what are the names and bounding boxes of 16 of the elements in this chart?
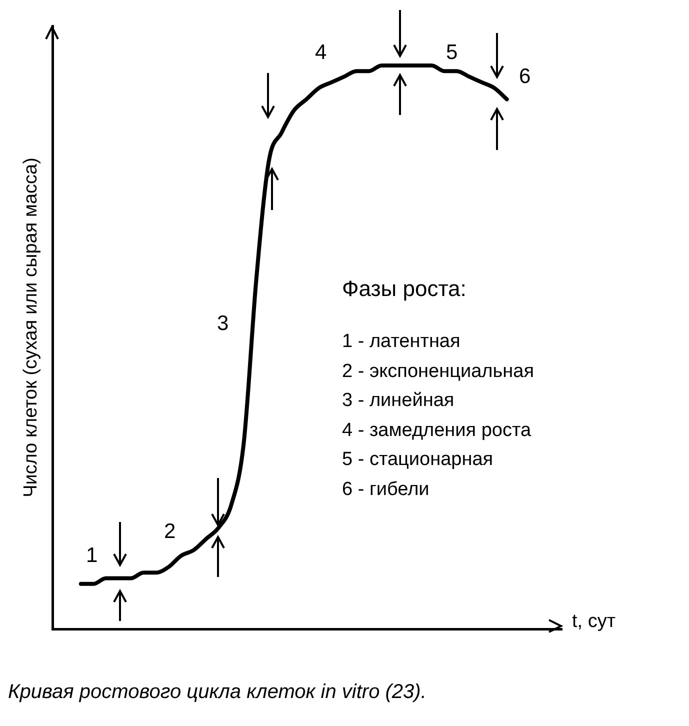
annotation: 2 - экспоненциальная [342, 360, 534, 382]
text: 4 [315, 41, 327, 64]
text: 6 [519, 65, 531, 88]
annotation: 6 - гибели [342, 478, 430, 500]
x-axis-title: t, сут [572, 611, 616, 632]
legend-title: Фазы роста: [342, 276, 466, 301]
annotation: 3 [217, 312, 229, 335]
y-axis-title: Число клеток (сухая или сырая масса) [20, 158, 42, 498]
text: Кривая ростового цикла клеток in vitro (23). [8, 681, 426, 703]
annotation: 3 - линейная [342, 390, 454, 411]
text: 5 [446, 41, 458, 64]
annotation: 2 [164, 520, 176, 543]
annotation: 5 - стационарная [342, 449, 494, 470]
annotation: 1 - латентная [342, 331, 460, 352]
annotation: 1 [86, 544, 98, 567]
annotation: 4 - замедления роста [342, 420, 532, 440]
